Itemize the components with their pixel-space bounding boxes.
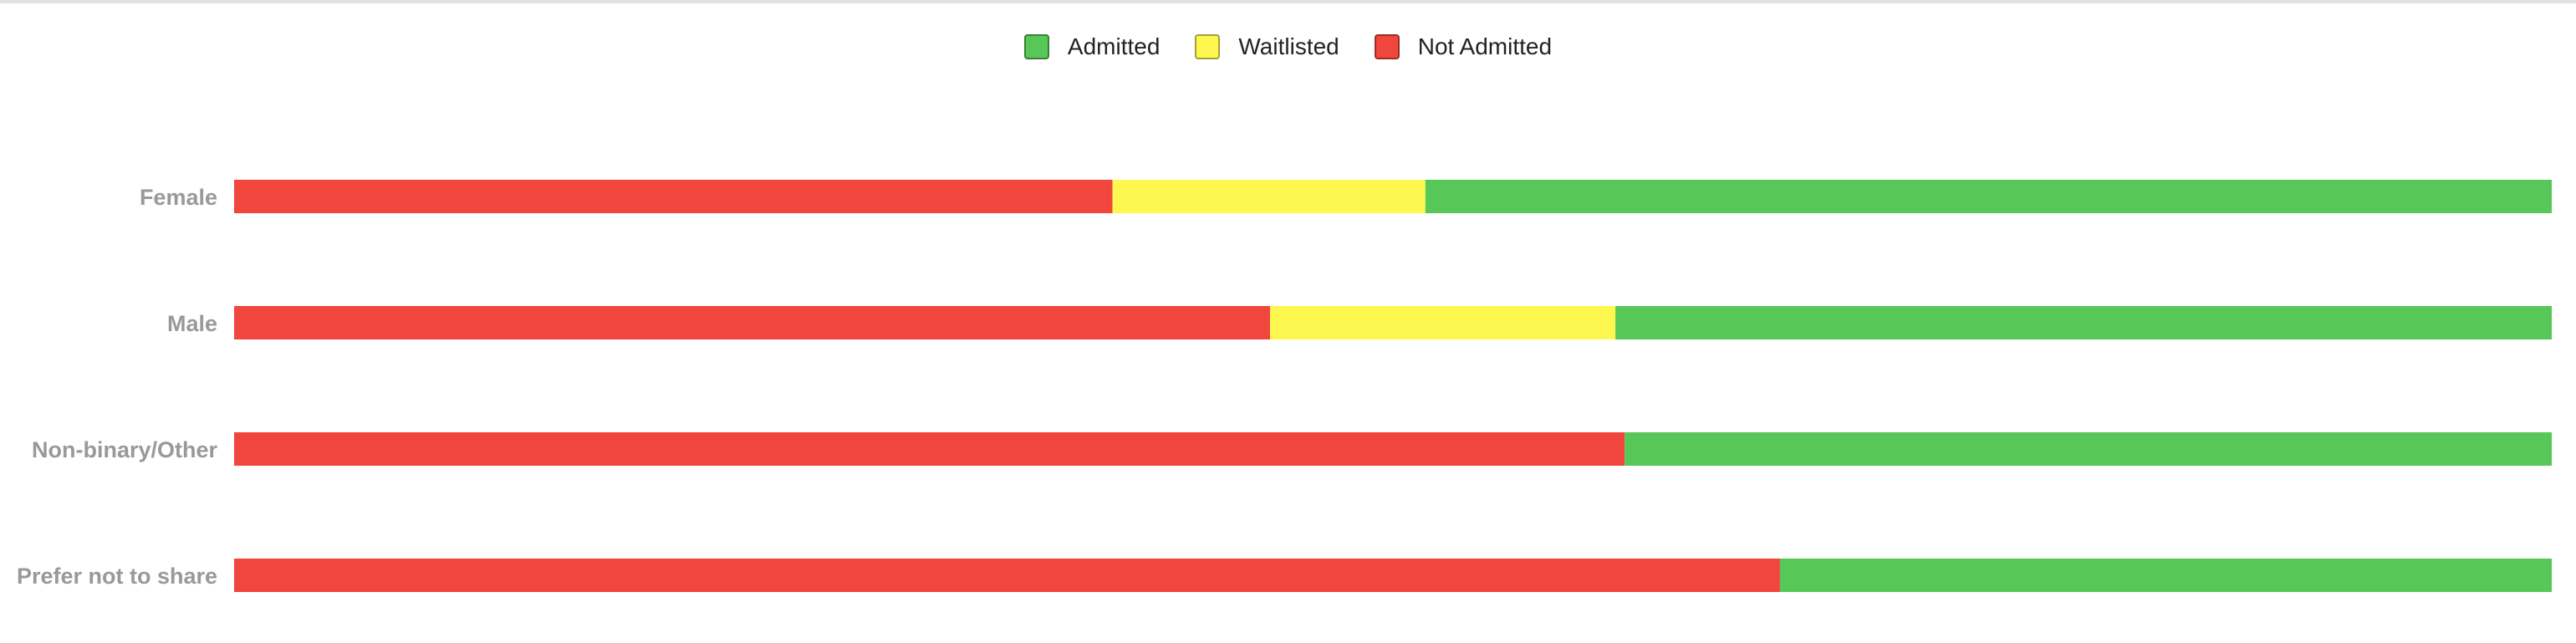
bar-segment-female-not-admitted[interactable] [234, 180, 1113, 213]
category-label-prefer-not-to-share: Prefer not to share [17, 564, 217, 589]
bar-segment-male-waitlisted[interactable] [1270, 306, 1616, 339]
bar-segment-female-waitlisted[interactable] [1112, 180, 1426, 213]
bar-segment-male-admitted[interactable] [1615, 306, 2552, 339]
bar-segment-non-binary-other-not-admitted[interactable] [234, 432, 1625, 466]
legend-swatch-not-admitted [1374, 34, 1400, 59]
bar-segment-prefer-not-to-share-admitted[interactable] [1779, 559, 2552, 592]
bar-segment-male-not-admitted[interactable] [234, 306, 1271, 339]
top-divider [0, 0, 2576, 3]
category-label-non-binary-other: Non-binary/Other [32, 437, 218, 462]
bar-segment-female-admitted[interactable] [1425, 180, 2552, 213]
legend-item-waitlisted[interactable]: Waitlisted [1195, 33, 1339, 60]
category-label-female: Female [140, 185, 217, 210]
legend-swatch-waitlisted [1195, 34, 1221, 59]
bar-segment-non-binary-other-admitted[interactable] [1625, 432, 2552, 466]
legend-label: Waitlisted [1238, 33, 1339, 59]
legend-label: Admitted [1067, 33, 1160, 59]
legend-item-not-admitted[interactable]: Not Admitted [1374, 33, 1553, 60]
legend-item-admitted[interactable]: Admitted [1023, 33, 1160, 60]
chart-legend: Admitted Waitlisted Not Admitted [0, 33, 2576, 60]
category-label-male: Male [167, 311, 217, 336]
bar-segment-prefer-not-to-share-not-admitted[interactable] [234, 559, 1780, 592]
legend-swatch-admitted [1023, 34, 1049, 59]
legend-label: Not Admitted [1417, 33, 1553, 59]
